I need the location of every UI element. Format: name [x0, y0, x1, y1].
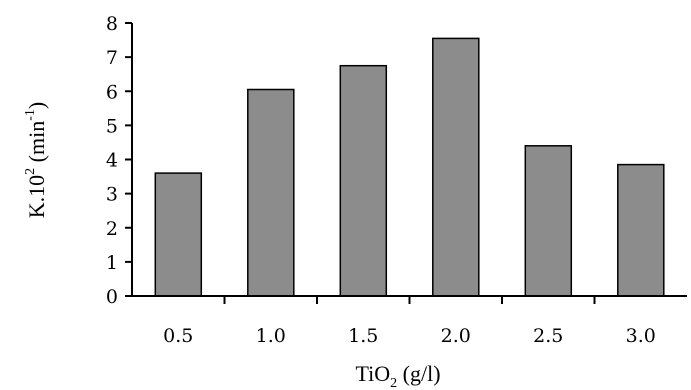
y-tick-label-5: 5	[106, 115, 118, 137]
x-tick-label-2.0: 2.0	[441, 325, 471, 347]
x-tick-group: 0.5 1.0 1.5 2.0 2.5 3.0	[163, 296, 656, 347]
x-tick-label-3.0: 3.0	[626, 325, 656, 347]
y-tick-label-3: 3	[106, 184, 118, 206]
bar-1.0	[247, 88, 295, 297]
bar-1.5	[339, 64, 388, 297]
axes-group	[131, 23, 687, 297]
x-tick-label-2.5: 2.5	[533, 325, 563, 347]
y-tick-label-6: 6	[106, 81, 118, 103]
y-tick-label-4: 4	[106, 150, 118, 172]
x-axis-title: TiO2 (g/l)	[355, 361, 440, 390]
bar-0.5	[154, 172, 203, 297]
y-tick-label-1: 1	[106, 252, 118, 274]
y-axis-title: K.102 (min-1)	[23, 102, 49, 218]
bars-group	[154, 37, 665, 297]
x-tick-label-1.5: 1.5	[348, 325, 378, 347]
y-tick-label-8: 8	[106, 13, 118, 35]
y-tick-label-2: 2	[106, 218, 118, 240]
y-tick-group: 0 1 2 3 4 5 6 7 8	[106, 13, 132, 308]
y-tick-label-0: 0	[106, 286, 118, 308]
y-tick-label-7: 7	[106, 47, 118, 69]
bar-3.0	[617, 163, 665, 297]
x-tick-label-0.5: 0.5	[163, 325, 193, 347]
bar-2.5	[524, 145, 573, 297]
bar-2.0	[432, 37, 480, 297]
x-tick-label-1.0: 1.0	[256, 325, 286, 347]
